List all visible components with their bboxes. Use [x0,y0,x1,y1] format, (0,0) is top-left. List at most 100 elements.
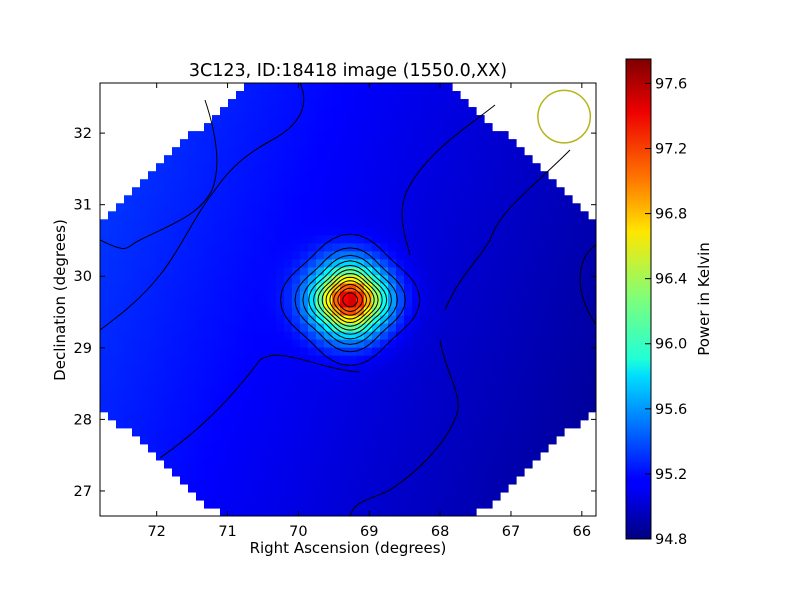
heatmap-cell [380,435,389,445]
heatmap-cell [436,219,445,228]
heatmap-cell [196,475,205,485]
heatmap-cell [164,371,173,381]
heatmap-cell [148,323,157,333]
heatmap-cell [228,491,237,501]
heatmap-cell [260,419,269,429]
heatmap-cell [260,355,269,365]
heatmap-cell [588,355,596,365]
heatmap-cell [348,99,357,108]
heatmap-cell [236,499,245,509]
heatmap-cell [556,187,565,196]
heatmap-cell [436,459,445,469]
heatmap-cell [356,203,365,212]
heatmap-cell [228,443,237,453]
heatmap-cell [420,475,429,485]
heatmap-cell [348,331,357,341]
heatmap-cell [244,171,253,180]
heatmap-cell [380,99,389,108]
heatmap-cell [212,467,221,477]
heatmap-cell [436,259,445,269]
heatmap-cell [460,507,469,516]
heatmap-cell [372,163,381,172]
heatmap-cell [492,403,501,413]
heatmap-cell [308,347,317,357]
heatmap-cell [228,171,237,180]
heatmap-cell [300,147,309,156]
heatmap-cell [564,275,573,285]
heatmap-cell [268,499,277,509]
heatmap-cell [244,163,253,172]
heatmap-cell [252,275,261,285]
heatmap-cell [508,443,517,453]
heatmap-cell [212,387,221,397]
heatmap-cell [340,443,349,453]
heatmap-cell [476,131,485,140]
heatmap-cell [228,315,237,325]
heatmap-cell [188,467,197,477]
heatmap-cell [300,211,309,220]
heatmap-cell [268,139,277,148]
heatmap-cell [172,315,181,325]
heatmap-cell [188,483,197,493]
heatmap-cell [340,83,349,92]
heatmap-cell [132,195,141,204]
heatmap-cell [388,371,397,381]
heatmap-cell [100,323,109,333]
heatmap-cell [332,187,341,196]
heatmap-cell [292,435,301,445]
heatmap-cell [420,507,429,516]
heatmap-cell [452,507,461,516]
heatmap-cell [340,211,349,220]
heatmap-cell [444,331,453,341]
heatmap-cell [396,331,405,341]
heatmap-cell [380,499,389,509]
heatmap-cell [540,243,549,252]
heatmap-cell [108,363,117,373]
heatmap-cell [196,403,205,413]
heatmap-cell [388,195,397,204]
heatmap-cell [132,387,141,397]
heatmap-cell [356,475,365,485]
heatmap-cell [180,211,189,220]
heatmap-cell [372,379,381,389]
heatmap-cell [380,451,389,461]
heatmap-cell [164,307,173,317]
heatmap-cell [356,459,365,469]
x-tick-label: 72 [147,524,165,540]
heatmap-cell [108,371,117,381]
heatmap-cell [420,339,429,349]
heatmap-cell [452,347,461,357]
heatmap-cell [436,451,445,461]
heatmap-cell [316,147,325,156]
heatmap-cell [116,219,125,228]
heatmap-cell [220,203,229,212]
heatmap-cell [532,227,541,236]
heatmap-cell [556,211,565,220]
heatmap-cell [484,363,493,373]
heatmap-cell [476,147,485,156]
heatmap-cell [164,347,173,357]
heatmap-cell [364,299,373,309]
heatmap-cell [332,243,341,252]
heatmap-cell [244,459,253,469]
heatmap-cell [308,195,317,204]
heatmap-cell [244,147,253,156]
heatmap-cell [484,235,493,244]
heatmap-cell [428,275,437,285]
heatmap-cell [484,275,493,285]
heatmap-cell [228,403,237,413]
heatmap-cell [300,299,309,309]
heatmap-cell [484,163,493,172]
heatmap-cell [220,507,229,516]
heatmap-cell [484,427,493,437]
heatmap-cell [532,283,541,293]
heatmap-cell [276,411,285,421]
heatmap-cell [332,411,341,421]
heatmap-cell [580,363,589,373]
heatmap-cell [180,147,189,156]
heatmap-cell [580,355,589,365]
heatmap-cell [292,427,301,437]
heatmap-cell [212,427,221,437]
heatmap-cell [172,451,181,461]
heatmap-cell [484,435,493,445]
